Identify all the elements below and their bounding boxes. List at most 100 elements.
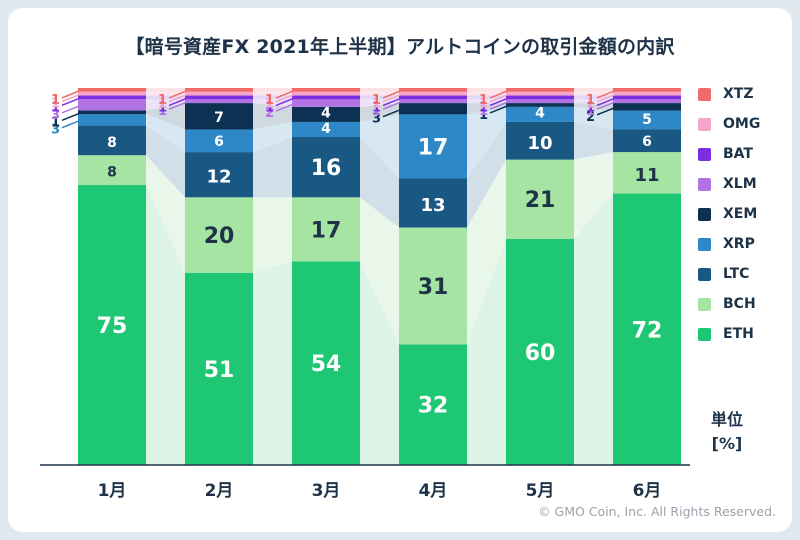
bar-ltc-5 [506,121,574,160]
legend-label: OMG [723,116,761,132]
bar-bch-1 [78,155,146,186]
bar-omg-2 [185,91,253,96]
value-label-xrp-6: 5 [642,112,652,128]
band-xem-2 [253,103,292,130]
bar-omg-4 [399,91,467,96]
value-label-eth-4: 32 [418,394,449,419]
bar-xlm-3 [292,99,360,107]
band-bch-2 [253,197,292,273]
bar-bch-5 [506,159,574,239]
bar-ltc-4 [399,178,467,228]
band-eth-1 [146,185,185,465]
bar-bch-4 [399,227,467,345]
legend-swatch [698,147,711,161]
value-label-bat-5: 1 [479,100,488,115]
unit-label-line2: [%] [711,434,743,453]
value-label-bat-3: 1 [265,100,274,115]
value-label-xlm-3: 2 [265,106,274,121]
bar-xrp-3 [292,121,360,138]
band-xlm-2 [253,99,292,107]
value-label-bat-6: 1 [586,100,595,115]
legend-label: BAT [723,146,753,162]
bar-xtz-4 [399,88,467,92]
bar-xlm-4 [399,99,467,104]
unit-label-line1: 単位 [710,410,743,429]
legend-swatch [698,87,711,101]
bar-xtz-6 [613,88,681,92]
legend-item-xrp: XRP [698,236,755,252]
value-label-xem-2: 7 [214,110,224,126]
value-label-bat-1: 1 [51,100,60,115]
value-label-xem-3: 4 [321,106,331,122]
value-label-xtz-6: 1 [586,93,595,108]
legend-label: ETH [723,326,754,342]
value-label-xrp-2: 6 [214,134,224,150]
value-label-xtz-5: 1 [479,93,488,108]
bar-xrp-2 [185,129,253,153]
leader-line-xem-4 [382,108,404,118]
value-label-eth-3: 54 [311,352,342,377]
x-tick-label: 5月 [526,481,555,501]
legend-swatch [698,297,711,311]
band-bch-1 [146,155,185,273]
bar-xlm-5 [506,99,574,104]
leader-line-xlm-6 [596,100,618,110]
band-xtz-3 [360,88,399,92]
bar-xlm-2 [185,99,253,104]
value-label-xtz-4: 1 [372,93,381,108]
value-label-bch-1: 8 [107,165,117,181]
bar-eth-3 [292,261,360,465]
leader-line-xlm-1 [61,104,83,114]
legend-label: BCH [723,296,756,312]
copyright: © GMO Coin, Inc. All Rights Reserved. [538,504,776,519]
value-label-xlm-5: 1 [479,104,488,119]
legend-item-xtz: XTZ [698,86,754,102]
bar-bat-4 [399,95,467,100]
value-label-bch-4: 31 [418,275,449,300]
value-label-xlm-6: 1 [586,104,595,119]
value-label-xlm-4: 1 [372,104,381,119]
value-label-bch-3: 17 [311,218,342,243]
band-eth-3 [360,261,399,465]
value-label-xtz-1: 1 [51,93,60,108]
legend-label: XRP [723,236,755,252]
x-tick-label: 2月 [205,481,234,501]
legend-swatch [698,207,711,221]
bar-xrp-6 [613,110,681,130]
value-label-bch-2: 20 [204,224,235,249]
value-label-ltc-5: 10 [527,133,552,154]
value-label-xrp-1: 3 [51,123,60,138]
legend-item-ltc: LTC [698,266,749,282]
band-bch-3 [360,197,399,345]
band-xem-3 [360,103,399,122]
bar-xtz-1 [78,88,146,92]
bar-eth-1 [78,185,146,465]
value-label-omg-3: 1 [265,97,274,112]
bar-omg-6 [613,91,681,96]
bar-xem-1 [78,110,146,115]
value-label-xrp-4: 17 [418,135,449,160]
legend-label: XLM [723,176,757,192]
value-label-eth-1: 75 [97,314,128,339]
legend-label: XTZ [723,86,754,102]
leader-line-xtz-2 [168,89,190,99]
connector-bands [146,88,613,465]
band-xrp-1 [146,114,185,153]
value-label-ltc-1: 8 [107,135,117,151]
leader-line-bat-2 [168,96,190,107]
bar-omg-5 [506,91,574,96]
legend-swatch [698,177,711,191]
legend-item-eth: ETH [698,326,754,342]
value-label-eth-6: 72 [632,318,663,343]
bar-xrp-4 [399,114,467,179]
band-xrp-3 [360,114,399,179]
leader-line-omg-3 [275,92,297,103]
band-ltc-3 [360,137,399,228]
legend-label: XEM [723,206,758,222]
value-label-omg-1: 1 [51,97,60,112]
legend-item-xlm: XLM [698,176,757,192]
bar-eth-5 [506,238,574,465]
band-ltc-2 [253,137,292,198]
leader-line-xtz-6 [596,89,618,99]
